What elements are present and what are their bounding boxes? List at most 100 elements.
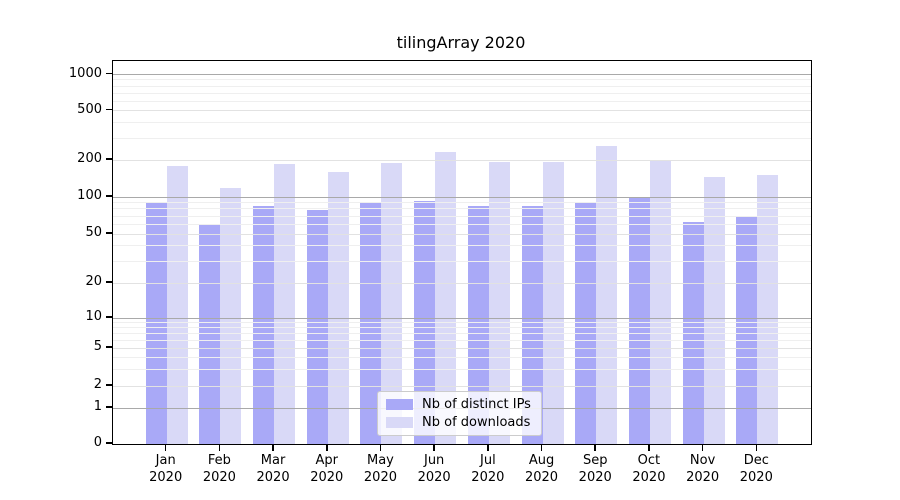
x-tick-mark [326,444,328,451]
x-tick-label-year: 2020 [202,469,236,485]
gridline [113,233,811,235]
y-tick-mark [106,346,112,348]
x-tick-label-year: 2020 [417,469,451,485]
plot-area: Nb of distinct IPs Nb of downloads [112,60,812,445]
grid-layer [113,61,811,444]
x-tick-mark [540,444,543,451]
bar-distinct-ips [253,206,275,444]
bar-downloads [488,161,510,444]
gridline-major [113,74,811,75]
bar-distinct-ips [521,206,543,444]
y-tick-label: 2 [93,377,102,392]
gridline-minor [113,79,811,81]
x-tick-label: Oct 2020 [617,453,681,486]
y-tick-mark [106,384,112,386]
y-tick-mark [106,232,112,234]
x-tick-label-year: 2020 [256,469,290,485]
x-tick-mark [594,444,596,451]
y-tick-mark [106,72,112,75]
bar-downloads [757,175,779,444]
gridline-minor [113,368,811,370]
x-tick-label: Nov 2020 [671,453,735,486]
legend-label-downloads: Nb of downloads [422,415,531,430]
chart-title: tilingArray 2020 [396,33,526,52]
gridline [113,282,811,284]
bar-downloads [220,187,242,444]
y-tick-mark [106,108,112,111]
x-tick-label-year: 2020 [149,469,183,485]
y-tick-label: 50 [85,225,102,240]
gridline-minor [113,260,811,262]
x-tick-label-year: 2020 [632,469,666,485]
gridline [113,110,811,111]
y-tick-label: 10 [85,309,102,324]
x-tick-label-year: 2020 [471,469,505,485]
legend: Nb of distinct IPs Nb of downloads [377,391,542,436]
gridline-minor [113,322,811,324]
y-tick-mark [106,195,112,197]
x-tick-mark [487,444,489,451]
x-tick-mark [701,444,704,451]
gridline-minor [113,122,811,124]
x-tick-mark [218,444,221,451]
gridline-minor [113,332,811,334]
bar-downloads [542,162,564,444]
x-tick-label: Apr 2020 [295,453,359,486]
gridline-minor [113,202,811,204]
x-tick-label-year: 2020 [363,469,397,485]
x-tick-label: Aug 2020 [510,453,574,486]
y-tick-label: 200 [77,151,102,166]
x-tick-mark [164,444,167,451]
x-tick-mark [648,444,650,451]
gridline-minor [113,215,811,217]
gridline-minor [113,223,811,225]
gridline-minor [113,100,811,102]
y-tick-label: 500 [77,101,102,117]
bar-downloads [381,163,403,444]
gridline-minor [113,339,811,341]
y-tick-label: 100 [77,188,102,203]
gridline-minor [113,208,811,210]
x-tick-label: Mar 2020 [241,453,305,486]
gridline-minor [113,92,811,94]
y-tick-mark [106,406,112,408]
x-tick-label-year: 2020 [578,469,612,485]
bar-distinct-ips [199,225,221,444]
bar-downloads [649,160,671,444]
x-tick-label-year: 2020 [310,469,344,485]
legend-item-distinct-ips: Nb of distinct IPs [386,397,531,412]
x-tick-label-year: 2020 [686,469,720,485]
x-tick-mark [433,444,435,451]
x-tick-label: Jan 2020 [134,453,198,486]
x-tick-mark [379,444,382,451]
bar-distinct-ips [736,216,758,444]
x-tick-label: Feb 2020 [187,453,251,486]
gridline [113,347,811,349]
bar-downloads [327,171,349,444]
gridline-minor [113,327,811,329]
gridline-major [113,196,811,198]
legend-label-distinct-ips: Nb of distinct IPs [422,397,531,412]
y-tick-label: 20 [85,274,102,289]
gridline-minor [113,356,811,358]
x-tick-mark [755,444,758,451]
y-tick-mark [106,442,112,444]
gridline [113,159,811,161]
y-tick-mark [106,158,112,160]
legend-swatch-downloads [386,417,413,428]
y-tick-mark [106,316,112,318]
x-tick-label: Jul 2020 [456,453,520,486]
bar-distinct-ips [467,206,489,444]
x-tick-label: Jun 2020 [402,453,466,486]
y-tick-mark [106,281,112,283]
x-tick-label-year: 2020 [739,469,773,485]
legend-swatch-distinct-ips [386,399,413,410]
bar-distinct-ips [682,221,704,444]
legend-item-downloads: Nb of downloads [386,415,531,430]
bar-distinct-ips [145,203,167,444]
x-tick-label: Dec 2020 [724,453,788,486]
y-tick-label: 0 [93,435,102,450]
x-tick-label: May 2020 [348,453,412,486]
x-tick-label: Sep 2020 [563,453,627,486]
